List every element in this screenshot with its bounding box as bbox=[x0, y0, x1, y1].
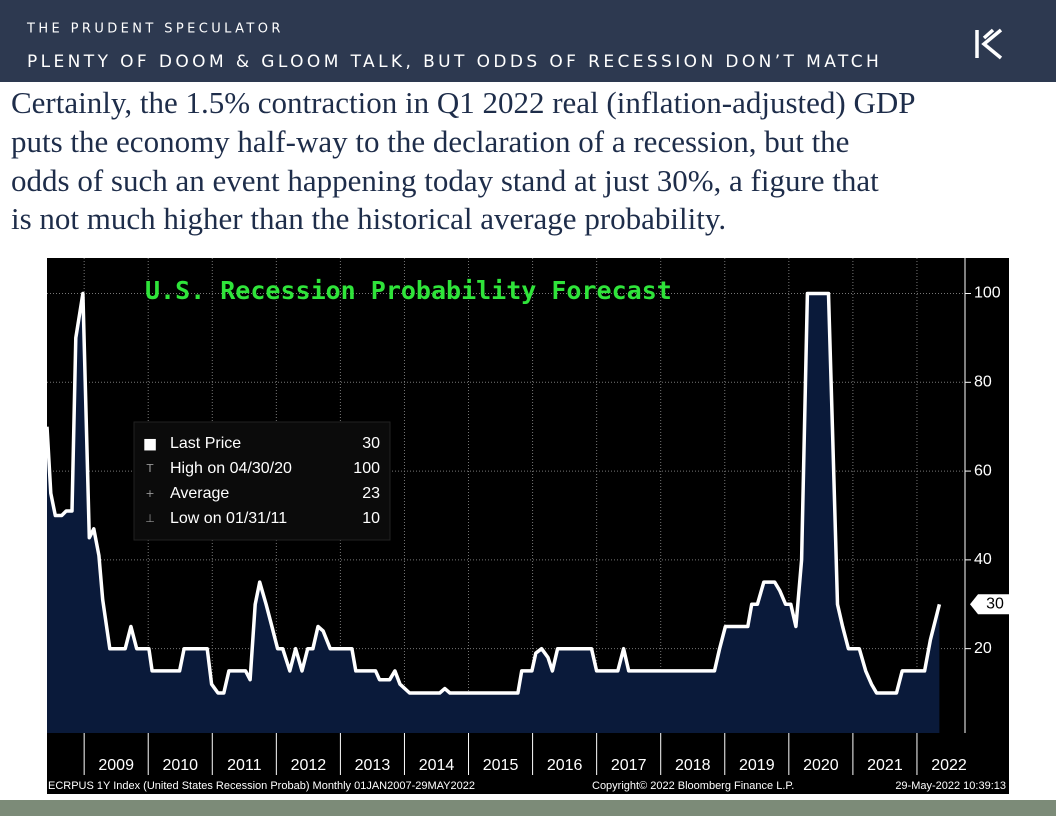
legend-value: 100 bbox=[353, 460, 380, 477]
footer-source: ECRPUS 1Y Index (United States Recession… bbox=[48, 780, 475, 792]
body-line: Certainly, the 1.5% contraction in Q1 20… bbox=[11, 85, 916, 120]
x-tick-label: 2010 bbox=[162, 757, 198, 774]
x-tick-label: 2009 bbox=[98, 757, 134, 774]
legend-symbol: ⊥ bbox=[145, 512, 155, 525]
legend-label: High on 04/30/20 bbox=[170, 460, 292, 477]
y-tick-label: 80 bbox=[974, 374, 992, 391]
body-line: puts the economy half-way to the declara… bbox=[11, 124, 849, 159]
footer-copyright: Copyright© 2022 Bloomberg Finance L.P. bbox=[592, 780, 794, 792]
x-tick-label: 2014 bbox=[419, 757, 455, 774]
x-tick-label: 2017 bbox=[611, 757, 647, 774]
chart-title: U.S. Recession Probability Forecast bbox=[145, 276, 672, 305]
x-tick-label: 2020 bbox=[803, 757, 839, 774]
legend-symbol: + bbox=[145, 487, 154, 500]
x-tick-label: 2021 bbox=[867, 757, 903, 774]
brand: THE PRUDENT SPECULATOR bbox=[26, 22, 284, 37]
legend-label: Low on 01/31/11 bbox=[170, 510, 287, 527]
legend-value: 30 bbox=[362, 435, 380, 452]
legend-symbol: T bbox=[146, 462, 154, 475]
headline: PLENTY OF DOOM & GLOOM TALK, BUT ODDS OF… bbox=[27, 52, 882, 72]
y-tick-label: 100 bbox=[974, 285, 1001, 302]
footer-timestamp: 29-May-2022 10:39:13 bbox=[895, 780, 1006, 792]
legend-value: 10 bbox=[362, 510, 380, 527]
legend-box bbox=[133, 421, 391, 541]
body-line: odds of such an event happening today st… bbox=[11, 163, 879, 198]
x-tick-label: 2016 bbox=[547, 757, 583, 774]
line bbox=[45, 291, 942, 695]
footer-band bbox=[0, 800, 1056, 816]
legend-label: Last Price bbox=[170, 435, 241, 452]
body-line: is not much higher than the historical a… bbox=[11, 201, 726, 236]
x-tick-label: 2013 bbox=[355, 757, 391, 774]
y-tick-label: 40 bbox=[974, 551, 992, 568]
last-price-label: 30 bbox=[986, 595, 1004, 612]
y-tick-label: 60 bbox=[974, 462, 992, 479]
logo bbox=[975, 28, 1003, 60]
x-tick-label: 2015 bbox=[483, 757, 519, 774]
header-band bbox=[0, 0, 1056, 82]
x-tick-label: 2019 bbox=[739, 757, 775, 774]
last-price-tag bbox=[970, 594, 1011, 615]
legend-symbol: ■ bbox=[143, 435, 157, 453]
x-tick-label: 2022 bbox=[931, 757, 967, 774]
x-tick-label: 2012 bbox=[291, 757, 327, 774]
legend-value: 23 bbox=[362, 485, 380, 502]
y-tick-label: 20 bbox=[974, 640, 992, 657]
x-tick-label: 2018 bbox=[675, 757, 711, 774]
x-tick-label: 2011 bbox=[227, 757, 262, 774]
legend-label: Average bbox=[170, 485, 229, 502]
